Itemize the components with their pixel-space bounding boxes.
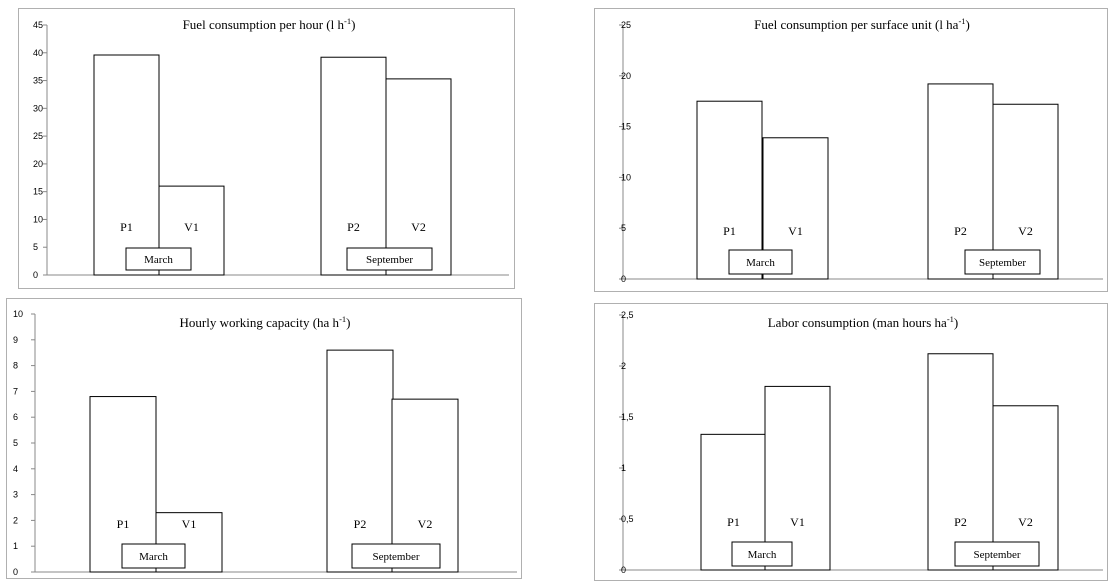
group-label-september: September (372, 551, 419, 563)
bar-label-p1: P1 (727, 515, 740, 529)
group-label-september: September (366, 254, 413, 266)
bar-label-p1: P1 (120, 220, 133, 234)
chart-svg: 0 1 2 3 4 5 6 7 8 9 10 P1 V1 P2 V2 March September Hourly… (13, 309, 517, 577)
chart-svg: 0 0,5 1 1,5 2 2,5 P1 V1 P2 V2 March September Labor … (619, 310, 1103, 575)
bar-v1 (764, 385, 831, 571)
bar-label-v2: V2 (1018, 224, 1033, 238)
bar-p1 (696, 100, 763, 280)
chart-title: Labor consumption (man hours ha-1) (768, 314, 959, 330)
y-tick-label: 5 (621, 223, 626, 233)
group-box-march (728, 249, 793, 275)
chart-title: Hourly working capacity (ha h-1) (180, 314, 351, 330)
bar-label-v1: V1 (788, 224, 803, 238)
bar-p1 (89, 396, 157, 573)
bar-label-p1: P1 (117, 517, 130, 531)
bar-label-p2: P2 (347, 220, 360, 234)
y-tick-label: 20 (621, 71, 631, 81)
group-label-march: March (746, 257, 775, 269)
y-tick-label: 0 (621, 565, 626, 575)
y-tick-label: 15 (33, 187, 43, 197)
y-tick-label: 10 (33, 214, 43, 224)
y-tick-label: 2 (13, 515, 18, 525)
group-box-march (731, 541, 793, 567)
y-tick-label: 25 (33, 131, 43, 141)
group-label-march: March (144, 254, 173, 266)
y-tick-label: 3 (13, 490, 18, 500)
y-tick-label: 4 (13, 464, 18, 474)
group-label-september: September (979, 257, 1026, 269)
bar-p2 (927, 83, 994, 280)
bar-label-v1: V1 (790, 515, 805, 529)
group-box-september (351, 543, 441, 569)
group-label-march: March (139, 551, 168, 563)
y-tick-label: 6 (13, 412, 18, 422)
chart-fuel-per-hour: 0 5 10 15 20 25 30 35 40 45 P1 V1 P2 V2 March September… (18, 8, 515, 289)
group-box-september (346, 247, 433, 271)
y-tick-label: 1 (13, 541, 18, 551)
group-label-march: March (748, 549, 777, 561)
group-box-september (954, 541, 1040, 567)
bar-label-v1: V1 (182, 517, 197, 531)
bar-label-p2: P2 (954, 224, 967, 238)
y-tick-label: 9 (13, 335, 18, 345)
bar-p2 (320, 56, 387, 276)
y-tick-label: 5 (13, 438, 18, 448)
group-box-march (121, 543, 186, 569)
y-tick-label: 15 (621, 122, 631, 132)
y-tick-label: 2,5 (621, 310, 634, 320)
chart-fuel-per-surface: 0 5 10 15 20 25 P1 V1 P2 V2 March September Fuel con… (594, 8, 1108, 292)
y-tick-label: 30 (33, 103, 43, 113)
bar-label-p2: P2 (954, 515, 967, 529)
y-tick-label: 0 (33, 270, 38, 280)
y-tick-label: 8 (13, 361, 18, 371)
bar-label-v2: V2 (411, 220, 426, 234)
y-tick-label: 7 (13, 386, 18, 396)
y-tick-label: 2 (621, 361, 626, 371)
chart-title: Fuel consumption per surface unit (l ha-… (754, 16, 970, 32)
y-tick-label: 40 (33, 48, 43, 58)
bar-label-p1: P1 (723, 224, 736, 238)
bar-label-v1: V1 (184, 220, 199, 234)
bar-v2 (385, 78, 452, 276)
chart-svg: 0 5 10 15 20 25 P1 V1 P2 V2 March September Fuel con… (619, 16, 1103, 284)
y-tick-label: 1,5 (621, 412, 634, 422)
bar-p1 (93, 54, 160, 276)
y-tick-label: 0 (13, 567, 18, 577)
bar-p2 (326, 349, 394, 573)
chart-svg: 0 5 10 15 20 25 30 35 40 45 P1 V1 P2 V2 March September… (33, 16, 509, 280)
y-tick-label: 0 (621, 274, 626, 284)
bar-label-v2: V2 (418, 517, 433, 531)
bar-v2 (391, 398, 459, 573)
group-box-september (964, 249, 1041, 275)
chart-labor-consumption: 0 0,5 1 1,5 2 2,5 P1 V1 P2 V2 March September Labor … (594, 303, 1108, 581)
bar-label-p2: P2 (354, 517, 367, 531)
bar-p2 (927, 353, 994, 571)
y-tick-label: 1 (621, 463, 626, 473)
y-tick-label: 25 (621, 20, 631, 30)
y-tick-label: 35 (33, 76, 43, 86)
y-tick-label: 10 (13, 309, 23, 319)
chart-title: Fuel consumption per hour (l h-1) (183, 16, 356, 32)
bar-label-v2: V2 (1018, 515, 1033, 529)
group-label-september: September (973, 549, 1020, 561)
y-tick-label: 10 (621, 172, 631, 182)
y-tick-label: 5 (33, 242, 38, 252)
group-box-march (125, 247, 192, 271)
y-tick-label: 0,5 (621, 514, 634, 524)
y-tick-label: 20 (33, 159, 43, 169)
chart-working-capacity: 0 1 2 3 4 5 6 7 8 9 10 P1 V1 P2 V2 March September Hourly… (6, 298, 522, 579)
y-tick-label: 45 (33, 20, 43, 30)
